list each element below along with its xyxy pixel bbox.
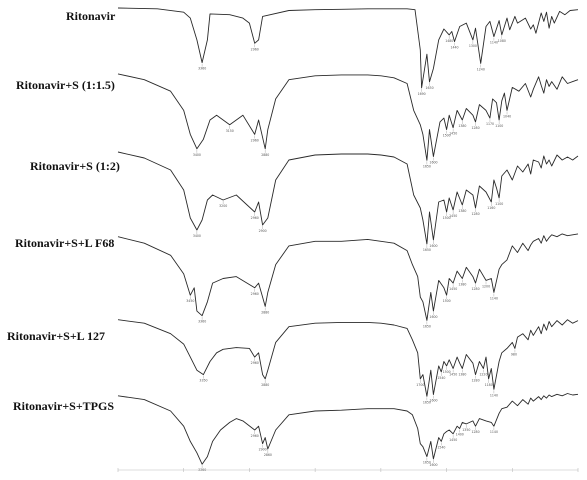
peak-marker-label: 1140	[490, 430, 498, 434]
peak-marker-label: 2960	[251, 361, 259, 365]
spectrum-panel: 3450336029602880165016001500145013801280…	[15, 233, 579, 328]
spectrum-panel: 3400320029602900165016001500145013801280…	[30, 151, 579, 252]
peak-marker-label: 1450	[449, 214, 457, 218]
peak-marker-label: 1650	[423, 324, 431, 328]
peak-marker-label: 3150	[226, 129, 234, 133]
peak-marker-label: 1600	[429, 399, 437, 403]
series-label: Ritonavir+S (1:2)	[30, 159, 120, 173]
series-label: Ritonavir+S+L 127	[7, 329, 105, 343]
peak-marker-label: 1280	[471, 379, 479, 383]
peak-marker-label: 1540	[437, 445, 445, 449]
peak-marker-label: 1160	[487, 206, 495, 210]
peak-marker-label: 1600	[429, 463, 437, 467]
peak-marker-label: 1280	[471, 287, 479, 291]
peak-marker-label: 1480	[445, 39, 453, 43]
peak-marker-label: 1650	[423, 400, 431, 404]
peak-marker-label: 1600	[429, 160, 437, 164]
peak-marker-label: 2900	[259, 448, 267, 452]
peak-marker-label: 1380	[458, 283, 466, 287]
peak-marker-label: 1170	[486, 122, 494, 126]
peak-marker-label: 2960	[251, 138, 259, 142]
peak-marker-label: 1500	[443, 134, 451, 138]
peak-marker-label: 1450	[449, 132, 457, 136]
peak-marker-label: 2880	[261, 383, 269, 387]
peak-marker-label: 3360	[198, 67, 206, 71]
peak-marker-label: 1040	[503, 114, 511, 118]
peak-marker-label: 3200	[219, 204, 227, 208]
peak-marker-label: 1100	[495, 202, 503, 206]
peak-marker-label: 1140	[490, 393, 498, 397]
peak-marker-label: 1540	[437, 376, 445, 380]
peak-marker-label: 1400	[456, 432, 464, 436]
series-label: Ritonavir+S+TPGS	[13, 399, 114, 413]
spectrum-trace	[117, 7, 579, 89]
peak-marker-label: 3360	[198, 320, 206, 324]
peak-marker-label: 1200	[482, 284, 490, 288]
peak-marker-label: 1450	[449, 372, 457, 376]
peak-marker-label: 1350	[462, 428, 470, 432]
peak-marker-label: 1650	[423, 248, 431, 252]
peak-marker-label: 3450	[186, 299, 194, 303]
peak-marker-label: 1500	[443, 216, 451, 220]
peak-marker-label: 1700	[416, 383, 424, 387]
peak-marker-label: 1380	[458, 124, 466, 128]
spectrum-trace	[117, 233, 579, 321]
peak-marker-label: 2880	[261, 310, 269, 314]
peak-marker-label: 1650	[423, 461, 431, 465]
peak-marker-label: 1650	[423, 164, 431, 168]
peak-marker-label: 1280	[471, 430, 479, 434]
peak-marker-label: 3400	[193, 153, 201, 157]
peak-marker-label: 1380	[458, 209, 466, 213]
series-label: Ritonavir+S+L F68	[15, 236, 114, 250]
peak-marker-label: 1450	[449, 438, 457, 442]
spectrum-trace	[117, 73, 579, 161]
peak-marker-label: 2960	[251, 434, 259, 438]
peak-marker-label: 1180	[485, 383, 493, 387]
series-label: Ritonavir	[66, 9, 116, 23]
peak-marker-label: 1450	[449, 287, 457, 291]
peak-marker-label: 2900	[259, 229, 267, 233]
peak-marker-label: 1220	[479, 372, 487, 376]
spectrum-trace	[117, 151, 579, 245]
peak-marker-label: 2960	[251, 216, 259, 220]
peak-marker-label: 3350	[199, 379, 207, 383]
peak-marker-label: 1240	[477, 67, 485, 71]
peak-marker-label: 3400	[193, 234, 201, 238]
peak-marker-label: 1500	[443, 299, 451, 303]
spectrum-trace	[117, 393, 579, 465]
peak-marker-label: 1600	[429, 315, 437, 319]
peak-marker-label: 1440	[450, 46, 458, 50]
peak-marker-label: 1280	[471, 126, 479, 130]
peak-marker-label: 1380	[458, 372, 466, 376]
series-label: Ritonavir+S (1:1.5)	[16, 78, 115, 92]
peak-marker-label: 2880	[261, 153, 269, 157]
peak-marker-label: 1140	[490, 41, 498, 45]
peak-marker-label: 1140	[490, 296, 498, 300]
peak-marker-label: 2860	[264, 453, 272, 457]
peak-marker-label: 2960	[251, 47, 259, 51]
peak-marker-label: 2960	[251, 292, 259, 296]
peak-marker-label: 1300	[469, 44, 477, 48]
peak-marker-label: 1690	[418, 92, 426, 96]
peak-marker-label: 1630	[425, 86, 433, 90]
peak-marker-label: 1280	[471, 212, 479, 216]
peak-marker-label: 1500	[443, 370, 451, 374]
peak-marker-label: 980	[511, 352, 517, 356]
peak-marker-label: 1080	[498, 39, 506, 43]
spectrum-panel: 3360296029002860165016001540145014001350…	[13, 393, 579, 472]
peak-marker-label: 1600	[429, 244, 437, 248]
peak-marker-label: 1100	[495, 124, 503, 128]
spectrum-panel: 3360 2960 1690 1630 1480 1440 1300 1240 1140 1080…	[66, 7, 579, 96]
spectrum-trace	[117, 319, 579, 397]
